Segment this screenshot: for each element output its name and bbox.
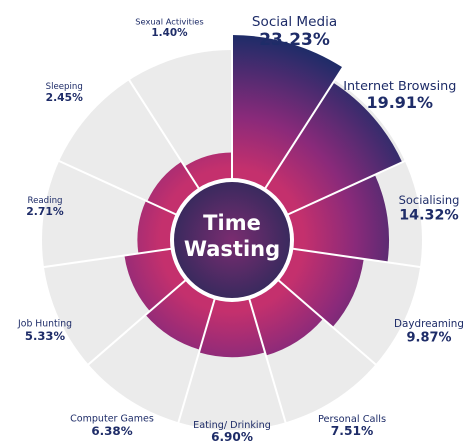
category-label: Computer Games xyxy=(70,413,154,424)
category-label: Personal Calls xyxy=(318,414,386,425)
category-label: Daydreaming xyxy=(394,318,464,330)
category-label: Eating/ Drinking xyxy=(193,420,271,431)
value-label: 2.45% xyxy=(46,91,83,104)
value-label: 1.40% xyxy=(151,27,188,39)
center-text: Time xyxy=(203,211,261,235)
value-label: 14.32% xyxy=(399,207,458,223)
category-label: Socialising xyxy=(399,193,460,207)
value-label: 23.23% xyxy=(259,29,330,49)
category-label: Internet Browsing xyxy=(343,79,456,94)
center-text: Wasting xyxy=(184,237,280,261)
value-label: 19.91% xyxy=(367,93,434,112)
value-label: 7.51% xyxy=(331,424,374,438)
category-label: Sleeping xyxy=(46,82,83,92)
category-label: Reading xyxy=(27,196,62,206)
value-label: 6.38% xyxy=(91,424,132,438)
center-disc xyxy=(174,182,290,298)
value-label: 9.87% xyxy=(407,330,452,345)
category-label: Job Hunting xyxy=(17,319,72,330)
category-label: Social Media xyxy=(252,14,337,30)
value-label: 6.90% xyxy=(211,430,253,444)
value-label: 2.71% xyxy=(26,205,64,218)
category-label: Sexual Activities xyxy=(135,17,204,27)
value-label: 5.33% xyxy=(25,329,66,343)
